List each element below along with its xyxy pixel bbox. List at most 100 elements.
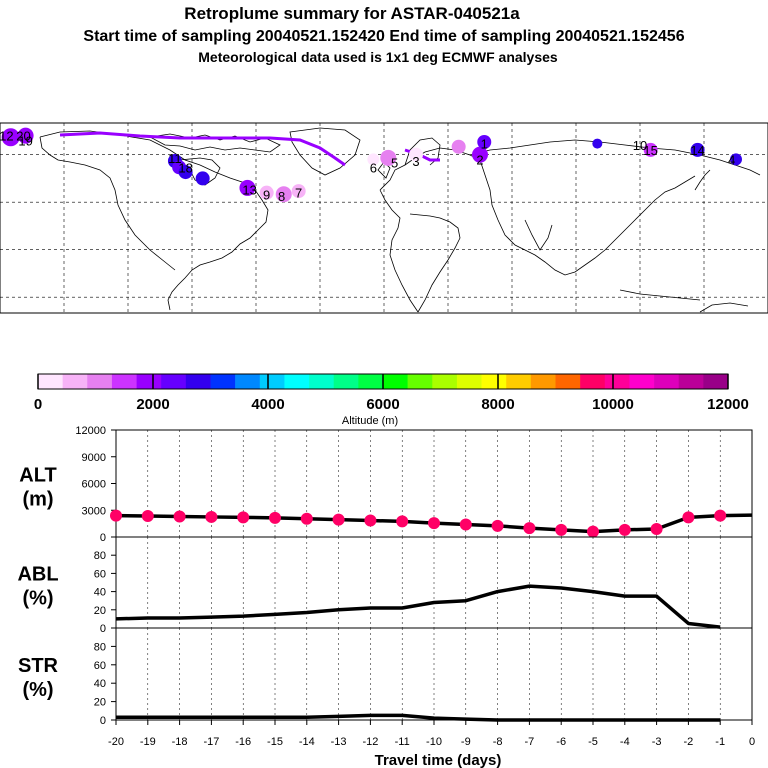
colorbar-cell [678,374,704,389]
colorbar-cell [259,374,285,389]
x-tick-label: -15 [267,736,283,748]
coast-scandinavia [404,137,441,166]
colorbar-cell [38,374,63,389]
map-day-label: 9 [263,187,270,202]
map-plume-marker [367,153,380,166]
alt-marker [269,511,281,524]
colorbar-tick-label: 0 [34,396,42,413]
x-axis: -20 -19 -18 -17 -16 -15 -14 -13 -12 -11 -10 -9 -8 -7-… [108,720,755,748]
y-tick-label: 0 [100,715,106,727]
coast-arctic-islands [148,133,281,153]
map-day-label: 14 [690,143,704,158]
colorbar-tick-label: 8000 [481,396,514,413]
x-tick-label: -5 [588,736,598,748]
alt-marker [618,523,631,536]
time-series-panels: 120009000600030000ALT(m)806040200ABL(%)8… [17,425,755,748]
alt-marker [141,510,154,523]
map-day-label: 20 [16,129,30,144]
map-day-label: 6 [370,160,377,175]
x-tick-label: -18 [172,736,188,748]
colorbar-cell [309,374,335,389]
colorbar-cell [358,374,384,389]
colorbar-cell [432,374,458,389]
x-tick-label: -12 [362,736,378,748]
map-day-label: 19 [18,133,32,148]
x-tick-label: -4 [620,736,630,748]
y-tick-label: 80 [94,641,106,653]
map-plume-marker [275,186,292,203]
map-day-label: 1 [481,137,488,152]
colorbar-cell [333,374,359,389]
coast-india [524,219,553,251]
altitude-colorbar: 0 2000 4000 6000 8000 10000 12000 Altitude (m) [34,373,749,427]
x-tick-label: -2 [684,736,694,748]
map-plume-marker [409,147,423,162]
colorbar-cell [87,374,113,389]
x-tick-label: -10 [426,736,442,748]
map-plume-marker [592,138,603,149]
map-day-label: 13 [242,183,256,198]
colorbar-cell [555,374,581,389]
map-day-labels: 1220111398765321161315141041918 [0,129,735,204]
panel-unit: (%) [22,679,53,701]
panel-label: ABL [17,564,58,586]
coast-asia [469,139,761,276]
colorbar-tick-label: 10000 [592,396,634,413]
x-tick-label: -13 [331,736,347,748]
colorbar-cell [481,374,507,389]
x-tick-label: 0 [749,736,755,748]
colorbar-cell [530,374,556,389]
map-plume-marker [239,179,256,196]
map-plume-marker [178,165,193,180]
map-trajectory-line [59,131,346,167]
alt-marker [650,522,663,535]
map-plume-markers [1,127,742,203]
alt-marker [173,510,186,523]
colorbar-cell [185,374,211,389]
map-day-label: 5 [391,156,398,171]
map-plume-marker [472,146,488,163]
y-tick-label: 0 [100,623,106,635]
y-tick-label: 6000 [82,479,106,491]
colorbar-tick-label: 4000 [251,396,284,413]
map-day-label: 15 [643,143,657,158]
colorbar-cell [580,374,606,389]
colorbar-cell [383,374,408,389]
y-tick-label: 0 [100,532,106,544]
alt-marker [428,517,440,530]
x-tick-label: -14 [299,736,315,748]
y-tick-label: 60 [94,568,106,580]
map-plume-marker [195,171,210,186]
panel-label: STR [18,655,59,677]
panel-abl: 80 60 40 20 0 ABL(%) [17,536,753,635]
x-tick-label: -9 [461,736,471,748]
x-tick-label: -16 [235,736,251,748]
alt-marker [682,511,695,524]
coast-australia [699,302,749,313]
x-tick-label: -19 [140,736,156,748]
x-tick-label: -1 [715,736,725,748]
alt-marker [110,509,122,522]
series-line [116,713,721,722]
colorbar-cell [654,374,680,389]
colorbar-cell [111,374,137,389]
alt-marker [205,510,218,523]
map-plume-marker [17,127,34,144]
x-tick-label: -17 [203,736,219,748]
colorbar-cell [235,374,261,389]
map-day-label: 4 [728,152,735,167]
alt-marker [237,511,250,524]
panel-unit: (m) [22,489,53,511]
alt-marker [459,518,472,531]
map-plume-marker [380,149,397,166]
panel-label: ALT [19,465,56,487]
y-tick-label: 40 [94,587,106,599]
colorbar-tick-label: 2000 [136,396,169,413]
y-tick-label: 60 [94,660,106,672]
alt-marker [332,513,345,526]
alt-marker [714,509,727,522]
map-plume-marker [1,128,20,147]
map-day-label: 2 [476,152,483,167]
alt-marker [491,519,504,532]
colorbar-cell [161,374,187,389]
